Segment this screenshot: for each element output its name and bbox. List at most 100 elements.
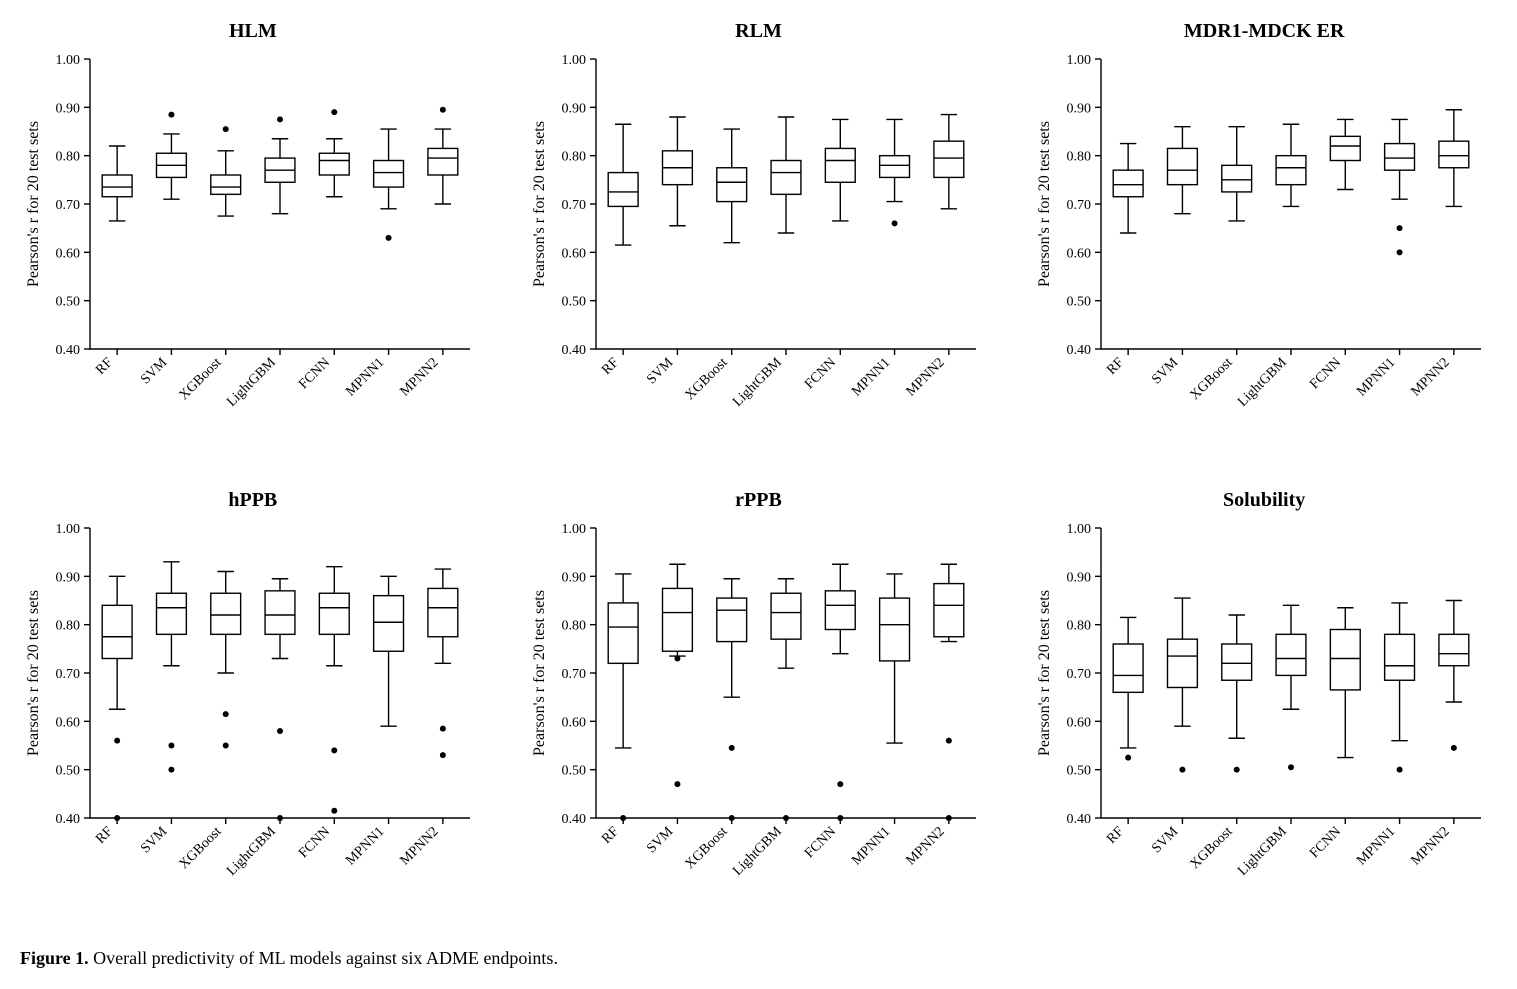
boxplot-svg: 0.400.500.600.700.800.901.00Pearson's r … (526, 49, 986, 449)
y-tick-label: 0.90 (1067, 101, 1092, 116)
outlier-point (891, 220, 897, 226)
x-tick-label: LightGBM (1236, 824, 1291, 879)
x-tick-label: FCNN (1307, 824, 1344, 861)
y-tick-label: 1.00 (56, 522, 81, 537)
y-tick-label: 0.80 (56, 150, 81, 165)
x-tick-label: FCNN (802, 824, 839, 861)
panel-title: HLM (20, 20, 486, 43)
outlier-point (331, 808, 337, 814)
x-tick-label: LightGBM (1236, 355, 1291, 410)
box (102, 605, 132, 658)
outlier-point (946, 738, 952, 744)
boxplot-svg: 0.400.500.600.700.800.901.00Pearson's r … (1031, 518, 1491, 918)
outlier-point (440, 726, 446, 732)
outlier-point (223, 126, 229, 132)
x-tick-label: RF (93, 824, 116, 847)
x-tick-label: LightGBM (730, 824, 785, 879)
x-tick-label: XGBoost (682, 355, 730, 403)
y-tick-label: 0.70 (56, 198, 81, 213)
y-tick-label: 0.90 (561, 570, 586, 585)
box (934, 584, 964, 637)
panel-title: Solubility (1031, 489, 1497, 512)
box (211, 175, 241, 194)
y-tick-label: 1.00 (1067, 53, 1092, 68)
x-tick-label: MPNN1 (343, 355, 387, 399)
y-tick-label: 0.50 (561, 295, 586, 310)
outlier-point (114, 738, 120, 744)
y-tick-label: 0.90 (56, 570, 81, 585)
y-tick-label: 0.70 (56, 667, 81, 682)
panel-title: rPPB (526, 489, 992, 512)
box (428, 148, 458, 175)
box (374, 161, 404, 188)
box (608, 173, 638, 207)
box (771, 593, 801, 639)
y-tick-label: 0.80 (561, 619, 586, 634)
x-tick-label: XGBoost (177, 355, 225, 403)
outlier-point (277, 728, 283, 734)
outlier-point (223, 711, 229, 717)
y-axis-label: Pearson's r for 20 test sets (1036, 121, 1053, 287)
x-tick-label: LightGBM (224, 824, 279, 879)
x-tick-label: XGBoost (682, 824, 730, 872)
box (102, 175, 132, 197)
outlier-point (277, 116, 283, 122)
panels-grid: HLM0.400.500.600.700.800.901.00Pearson's… (20, 20, 1497, 918)
x-tick-label: SVM (644, 824, 676, 856)
x-tick-label: MPNN1 (849, 355, 893, 399)
box (211, 593, 241, 634)
y-tick-label: 0.50 (1067, 295, 1092, 310)
y-axis-label: Pearson's r for 20 test sets (25, 590, 42, 756)
outlier-point (168, 767, 174, 773)
y-tick-label: 0.60 (1067, 715, 1092, 730)
outlier-point (674, 781, 680, 787)
x-tick-label: SVM (644, 355, 676, 387)
x-tick-label: RF (599, 355, 622, 378)
x-tick-label: FCNN (1307, 355, 1344, 392)
x-tick-label: RF (599, 824, 622, 847)
box (1168, 148, 1198, 184)
y-tick-label: 1.00 (561, 53, 586, 68)
outlier-point (386, 235, 392, 241)
box (1114, 170, 1144, 197)
outlier-point (728, 745, 734, 751)
box (374, 596, 404, 652)
box (1439, 141, 1469, 168)
box (1276, 156, 1306, 185)
box (1168, 639, 1198, 687)
outlier-point (331, 109, 337, 115)
outlier-point (440, 752, 446, 758)
outlier-point (1451, 745, 1457, 751)
x-tick-label: XGBoost (177, 824, 225, 872)
box (771, 161, 801, 195)
box (1331, 136, 1361, 160)
y-tick-label: 0.70 (561, 667, 586, 682)
x-tick-label: LightGBM (224, 355, 279, 410)
box (1385, 634, 1415, 680)
y-tick-label: 0.80 (1067, 619, 1092, 634)
boxplot-panel: Solubility0.400.500.600.700.800.901.00Pe… (1031, 489, 1497, 918)
outlier-point (168, 112, 174, 118)
panel-title: RLM (526, 20, 992, 43)
y-tick-label: 0.50 (56, 295, 81, 310)
outlier-point (837, 781, 843, 787)
x-tick-label: SVM (138, 824, 170, 856)
box (934, 141, 964, 177)
panel-title: hPPB (20, 489, 486, 512)
y-tick-label: 0.90 (56, 101, 81, 116)
x-tick-label: FCNN (296, 355, 333, 392)
y-tick-label: 0.80 (1067, 150, 1092, 165)
y-tick-label: 0.90 (1067, 570, 1092, 585)
y-tick-label: 0.80 (56, 619, 81, 634)
outlier-point (168, 743, 174, 749)
y-tick-label: 0.50 (561, 764, 586, 779)
boxplot-panel: MDR1-MDCK ER0.400.500.600.700.800.901.00… (1031, 20, 1497, 449)
box (608, 603, 638, 663)
box (1385, 144, 1415, 171)
y-tick-label: 0.40 (561, 812, 586, 827)
outlier-point (1125, 755, 1131, 761)
outlier-point (1180, 767, 1186, 773)
caption-label: Figure 1. (20, 948, 89, 968)
box (1222, 165, 1252, 192)
x-tick-label: SVM (138, 355, 170, 387)
